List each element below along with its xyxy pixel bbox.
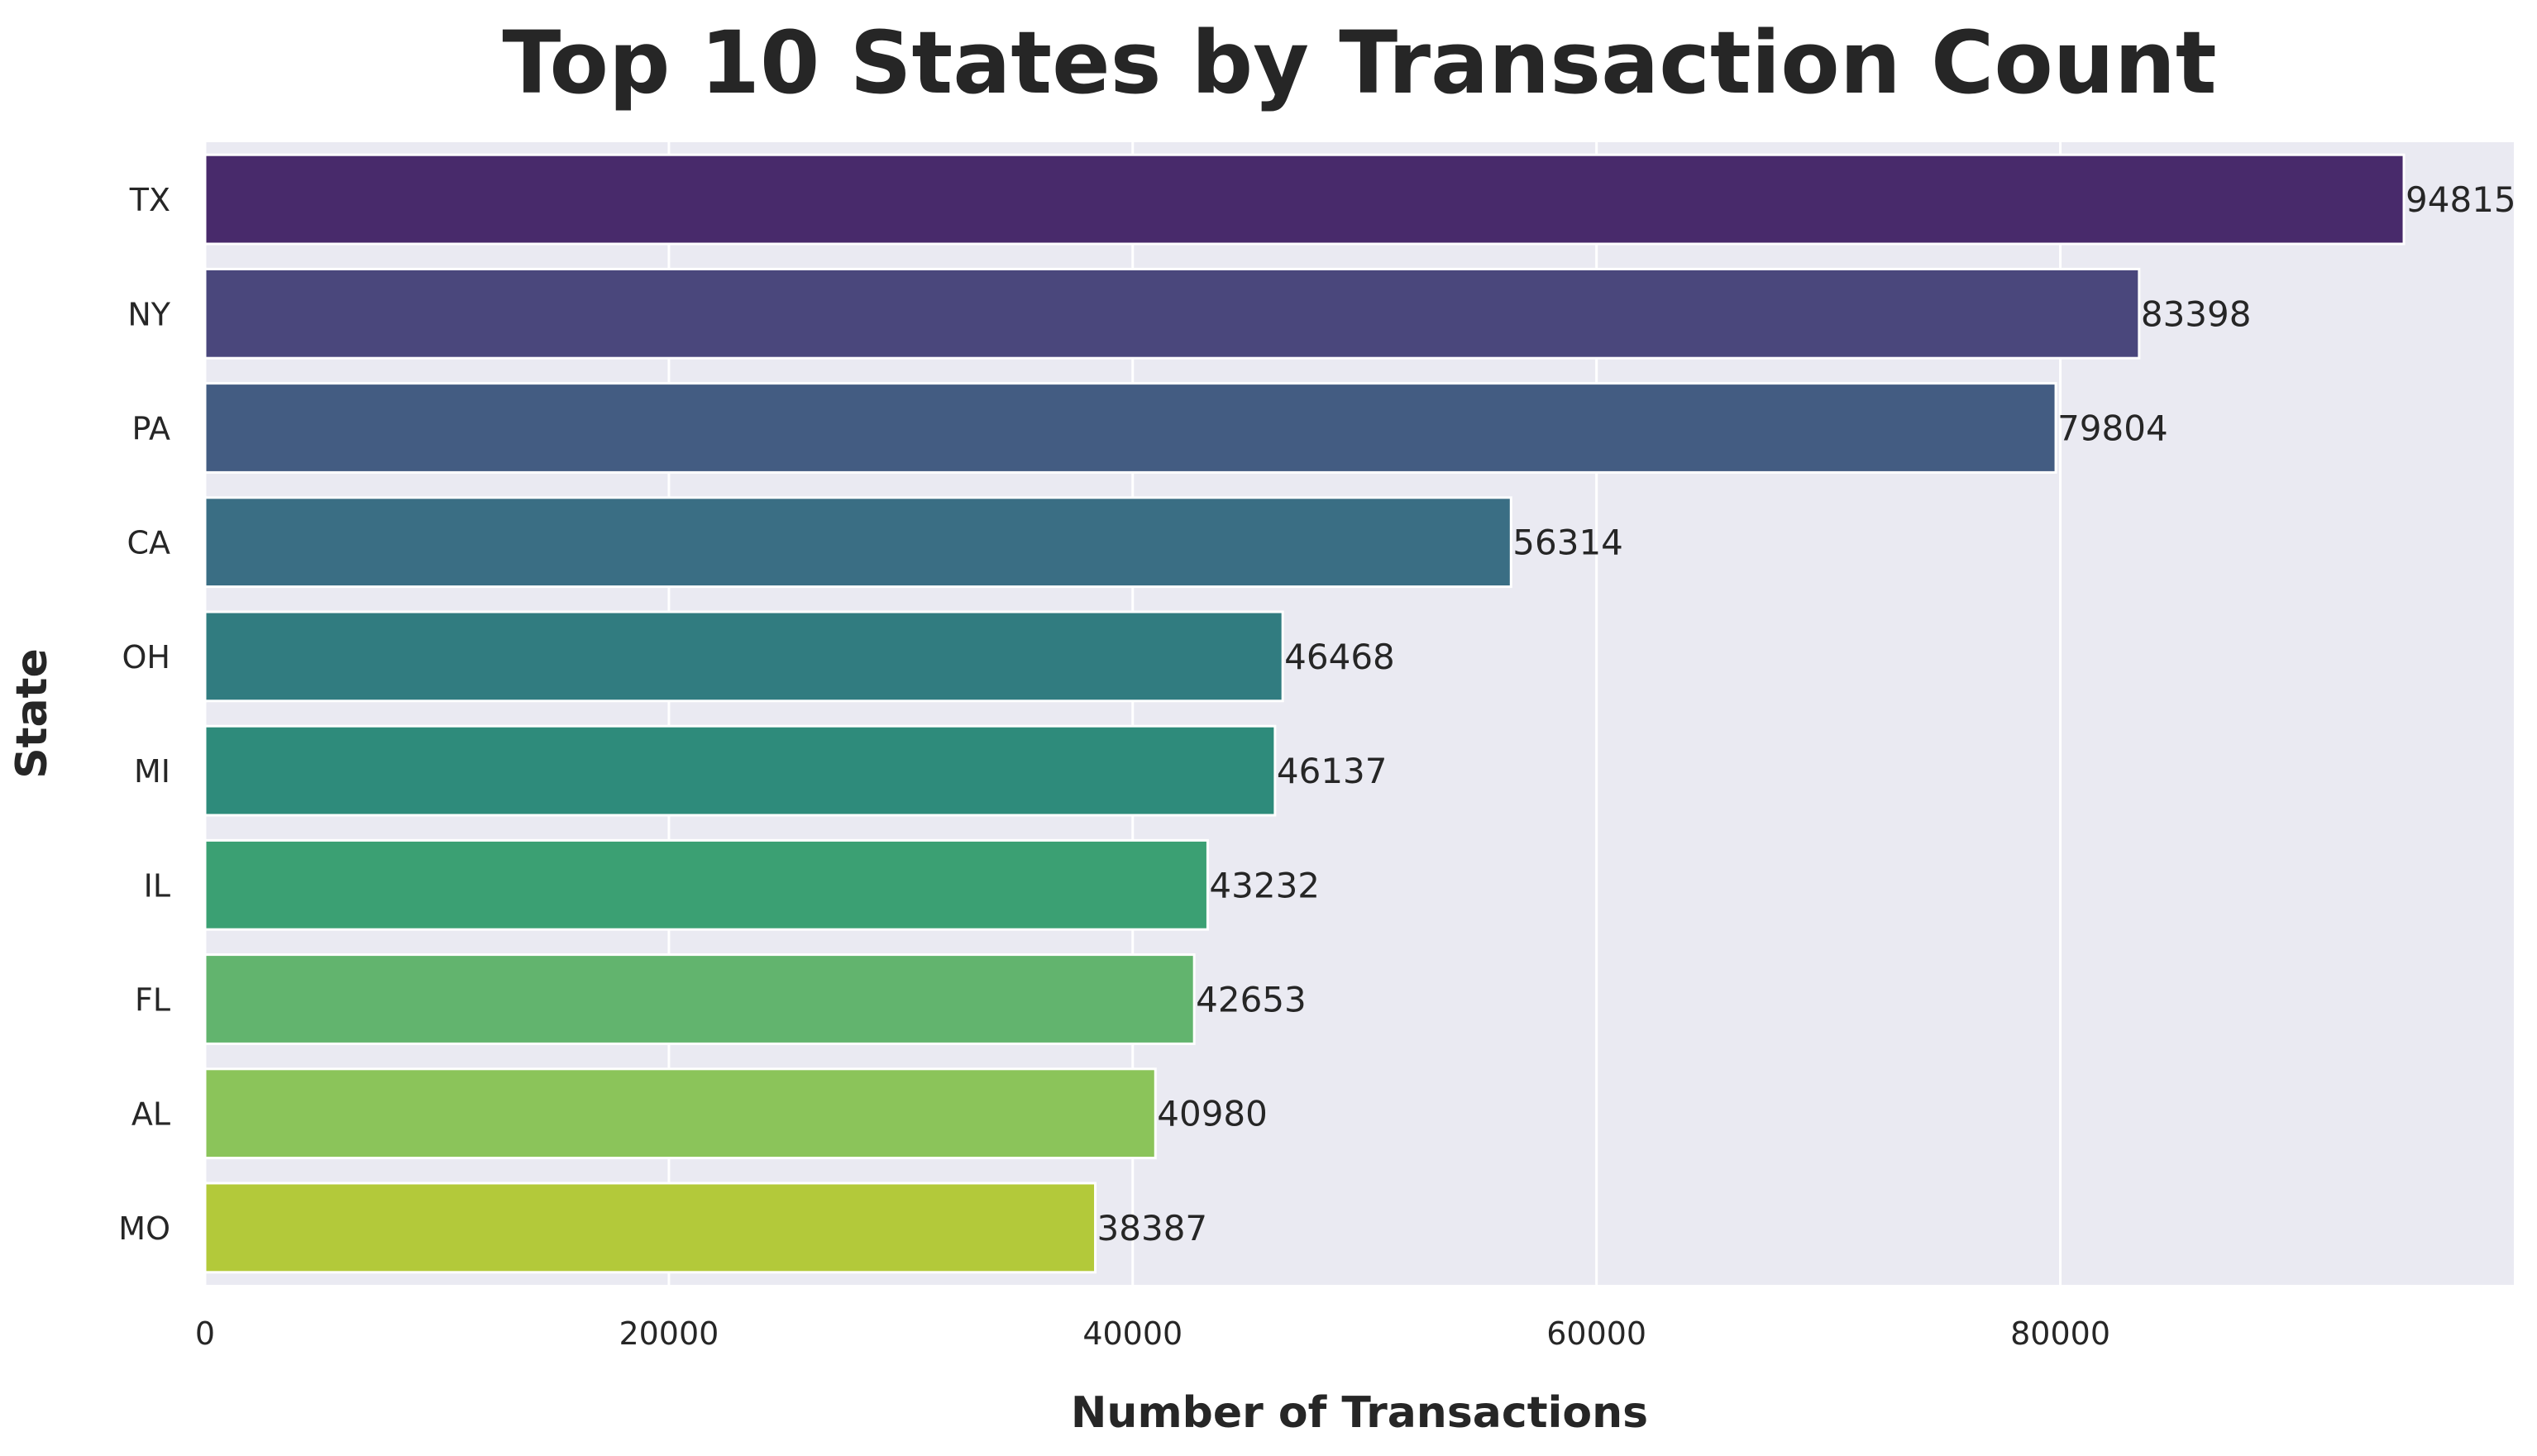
bar-ca bbox=[203, 496, 1512, 589]
chart-title: Top 10 States by Transaction Count bbox=[502, 12, 2216, 113]
bars bbox=[203, 153, 2406, 1274]
data-label-pa: 79804 bbox=[2057, 408, 2168, 449]
x-axis-ticks: 0 20000 40000 60000 80000 bbox=[195, 1315, 2110, 1352]
y-tick-label-ny: NY bbox=[127, 296, 170, 332]
bar-mo bbox=[203, 1182, 1097, 1274]
y-axis-label: State bbox=[7, 648, 57, 779]
data-label-mi: 46137 bbox=[1277, 751, 1388, 791]
x-tick-label: 20000 bbox=[619, 1315, 719, 1352]
data-label-al: 40980 bbox=[1157, 1094, 1268, 1134]
bar-ny bbox=[203, 267, 2141, 360]
data-label-ca: 56314 bbox=[1512, 523, 1623, 563]
x-tick-label: 80000 bbox=[2010, 1315, 2110, 1352]
bar-pa bbox=[203, 382, 2057, 474]
y-tick-label-pa: PA bbox=[132, 411, 170, 447]
data-label-fl: 42653 bbox=[1196, 980, 1307, 1020]
y-tick-label-il: IL bbox=[144, 867, 170, 904]
data-label-oh: 46468 bbox=[1284, 637, 1395, 677]
data-label-tx: 94815 bbox=[2406, 179, 2516, 220]
y-tick-label-oh: OH bbox=[122, 639, 170, 675]
y-axis-ticks: TX NY PA CA OH MI IL FL AL MO bbox=[118, 182, 170, 1247]
y-tick-label-ca: CA bbox=[127, 525, 170, 561]
bar-tx bbox=[203, 153, 2406, 246]
data-label-mo: 38387 bbox=[1097, 1208, 1208, 1248]
x-tick-label: 0 bbox=[195, 1315, 215, 1352]
y-tick-label-mo: MO bbox=[118, 1210, 170, 1247]
y-tick-label-al: AL bbox=[131, 1096, 170, 1133]
y-tick-label-mi: MI bbox=[134, 753, 170, 790]
x-axis-label: Number of Transactions bbox=[1071, 1388, 1648, 1438]
bar-mi bbox=[203, 724, 1277, 817]
data-label-il: 43232 bbox=[1209, 865, 1320, 905]
bar-oh bbox=[203, 610, 1284, 703]
x-tick-label: 60000 bbox=[1546, 1315, 1646, 1352]
bar-al bbox=[203, 1067, 1157, 1160]
bar-il bbox=[203, 838, 1209, 931]
data-labels: 94815 83398 79804 56314 46468 46137 43232 42653… bbox=[1097, 179, 2516, 1248]
bar-fl bbox=[203, 953, 1196, 1045]
x-tick-label: 40000 bbox=[1082, 1315, 1182, 1352]
data-label-ny: 83398 bbox=[2141, 294, 2252, 334]
y-tick-label-fl: FL bbox=[135, 982, 170, 1019]
y-tick-label-tx: TX bbox=[129, 182, 170, 218]
